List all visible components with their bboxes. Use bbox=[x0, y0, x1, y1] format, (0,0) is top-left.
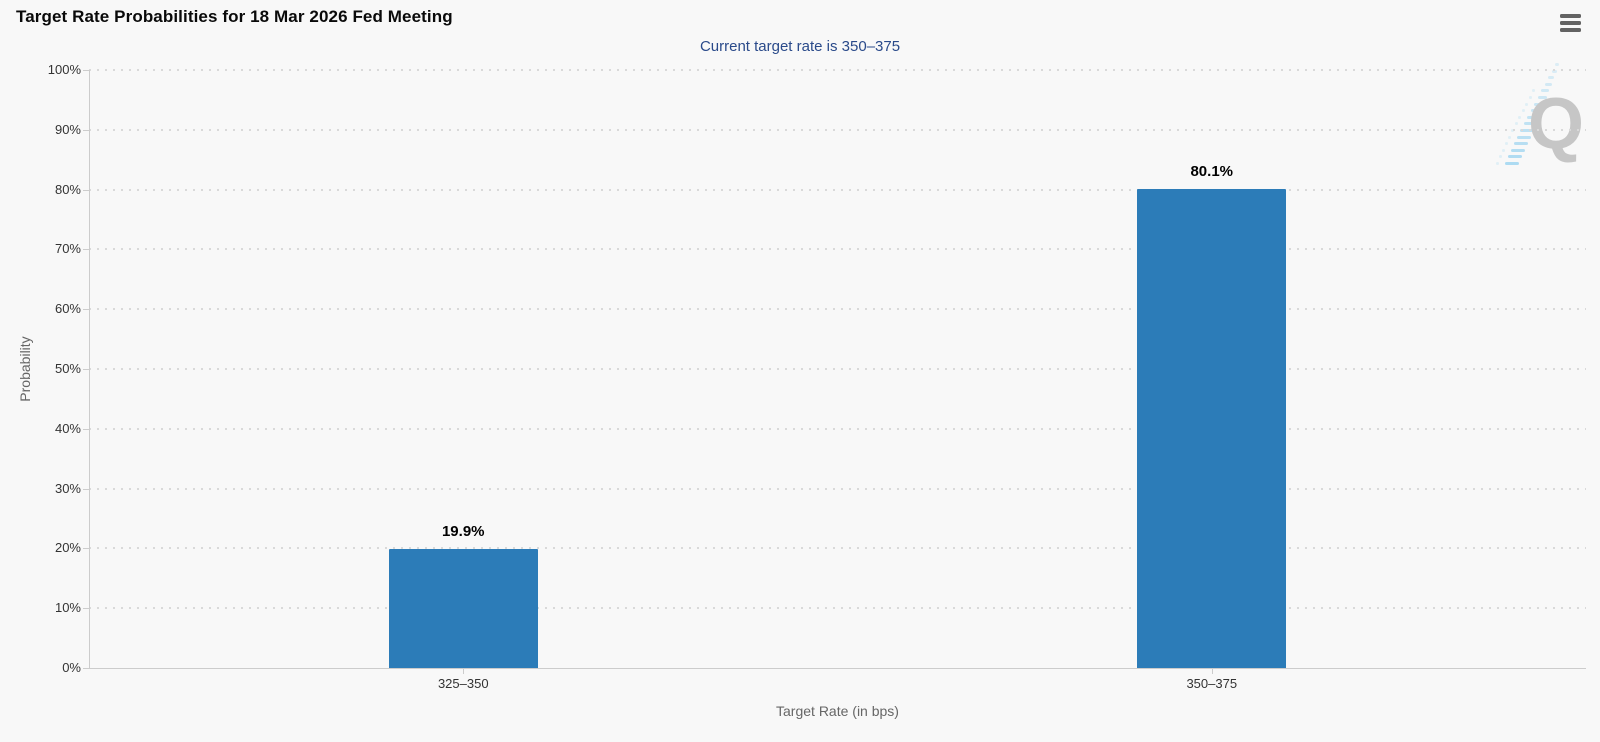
y-axis-tick bbox=[83, 369, 89, 370]
chart-subtitle: Current target rate is 350–375 bbox=[699, 38, 901, 55]
y-gridline bbox=[89, 128, 1586, 131]
hamburger-menu-icon bbox=[1560, 14, 1581, 32]
bar-data-label: 80.1% bbox=[1190, 163, 1234, 180]
bar-350-375[interactable] bbox=[1137, 189, 1287, 668]
chart-title: Target Rate Probabilities for 18 Mar 202… bbox=[16, 7, 453, 26]
y-tick-label: 50% bbox=[54, 361, 81, 376]
y-tick-label: 30% bbox=[54, 480, 81, 496]
y-axis-tick bbox=[83, 249, 89, 251]
y-axis-tick bbox=[83, 428, 89, 430]
y-tick-label: 80% bbox=[54, 181, 81, 197]
y-gridline bbox=[89, 69, 1586, 71]
y-gridline bbox=[89, 188, 1586, 191]
y-tick-label: 90% bbox=[54, 121, 81, 137]
y-gridline bbox=[89, 368, 1586, 370]
x-axis-tick bbox=[463, 669, 465, 674]
y-tick-label: 40% bbox=[54, 420, 81, 436]
x-axis-tick bbox=[1211, 669, 1213, 674]
y-axis-tick bbox=[83, 608, 89, 610]
y-gridline bbox=[89, 308, 1586, 311]
y-axis-tick bbox=[83, 309, 89, 311]
y-tick-label: 70% bbox=[54, 241, 81, 257]
y-gridline bbox=[89, 607, 1586, 610]
y-axis-line bbox=[89, 70, 90, 668]
y-tick-label: 60% bbox=[54, 301, 81, 317]
y-tick-label: 100% bbox=[47, 62, 81, 77]
y-gridline bbox=[89, 427, 1586, 430]
x-axis-line bbox=[89, 668, 1586, 669]
y-axis-tick bbox=[83, 548, 89, 550]
y-tick-label: 20% bbox=[54, 540, 81, 556]
x-axis-title: Target Rate (in bps) bbox=[776, 703, 899, 719]
bar-data-label: 19.9% bbox=[441, 522, 485, 540]
y-gridline bbox=[89, 487, 1586, 490]
y-axis-tick bbox=[83, 129, 89, 131]
y-axis-tick bbox=[83, 70, 89, 71]
y-gridline bbox=[89, 547, 1586, 550]
bar-325-350[interactable] bbox=[388, 548, 538, 668]
y-axis-tick bbox=[83, 488, 89, 490]
x-category-label: 350–375 bbox=[1186, 676, 1238, 691]
x-category-label: 325–350 bbox=[437, 676, 489, 691]
y-tick-label: 10% bbox=[54, 600, 81, 616]
y-axis-tick bbox=[83, 668, 89, 669]
chart-context-menu-button[interactable] bbox=[1557, 11, 1584, 35]
y-gridline bbox=[89, 248, 1586, 251]
y-axis-tick bbox=[83, 189, 89, 191]
y-tick-label: 0% bbox=[62, 660, 81, 675]
